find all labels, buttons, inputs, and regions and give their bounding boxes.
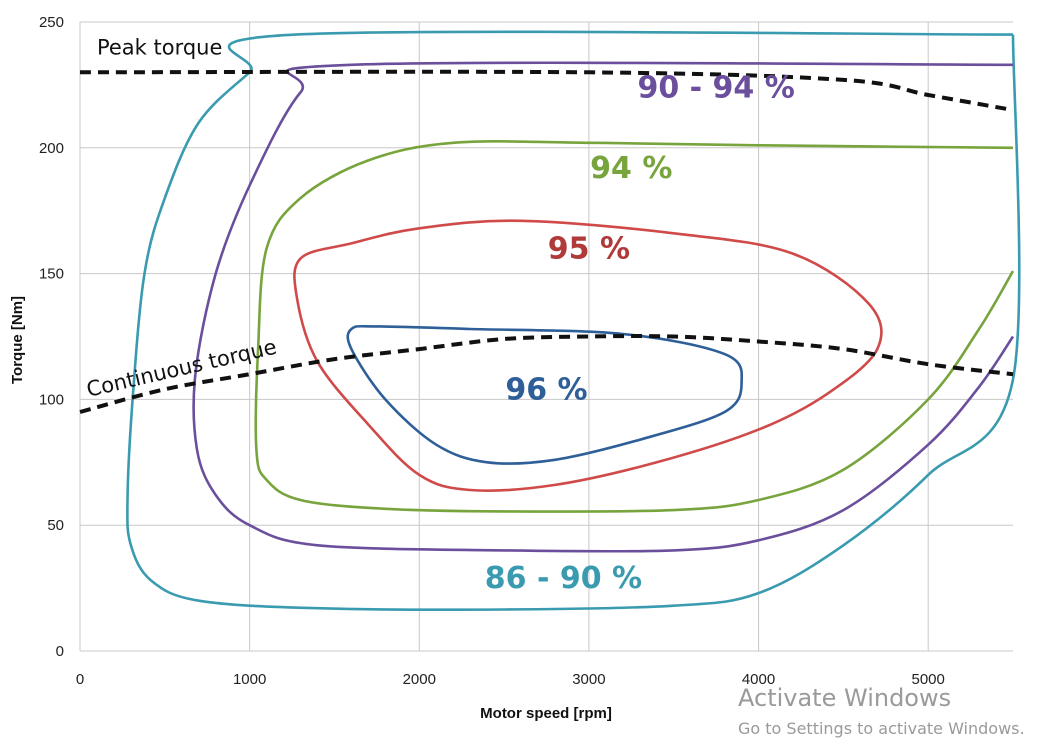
label-peak-torque: Peak torque xyxy=(97,36,222,60)
y-tick-label: 0 xyxy=(56,643,64,660)
x-tick-label: 5000 xyxy=(911,671,944,688)
contour-86-90 xyxy=(126,30,1021,611)
annotations: 90 - 94 % 94 % 95 % 96 % 86 - 90 % Peak torqu… xyxy=(84,36,795,596)
y-tick-label: 150 xyxy=(39,266,64,283)
activate-windows-title: Activate Windows xyxy=(738,684,952,712)
ticks: 0 50 100 150 200 250 0 1000 2000 3000 4000 5000 xyxy=(39,14,945,688)
x-tick-label: 3000 xyxy=(572,671,605,688)
y-tick-label: 200 xyxy=(39,140,64,157)
curve-peak-torque xyxy=(79,69,1014,113)
y-axis-title: Torque [Nm] xyxy=(9,296,26,384)
contour-90-94 xyxy=(192,61,1015,553)
activate-windows-subtitle: Go to Settings to activate Windows. xyxy=(738,719,1025,738)
y-tick-label: 250 xyxy=(39,14,64,31)
x-axis-title: Motor speed [rpm] xyxy=(480,705,612,722)
y-tick-label: 50 xyxy=(47,517,64,534)
label-95: 95 % xyxy=(548,232,630,267)
x-tick-label: 0 xyxy=(76,671,84,688)
x-tick-label: 2000 xyxy=(403,671,436,688)
grid xyxy=(79,21,1013,652)
contour-96 xyxy=(346,324,744,465)
x-tick-label: 4000 xyxy=(742,671,775,688)
contour-94 xyxy=(254,140,1015,513)
label-94: 94 % xyxy=(590,151,672,186)
label-96: 96 % xyxy=(505,372,587,407)
contour-95 xyxy=(293,219,883,492)
curve-continuous-torque xyxy=(79,334,1014,414)
series-layer xyxy=(79,30,1021,611)
y-tick-label: 100 xyxy=(39,391,64,408)
x-tick-label: 1000 xyxy=(233,671,266,688)
label-86-90: 86 - 90 % xyxy=(485,561,642,596)
label-90-94: 90 - 94 % xyxy=(637,70,794,105)
